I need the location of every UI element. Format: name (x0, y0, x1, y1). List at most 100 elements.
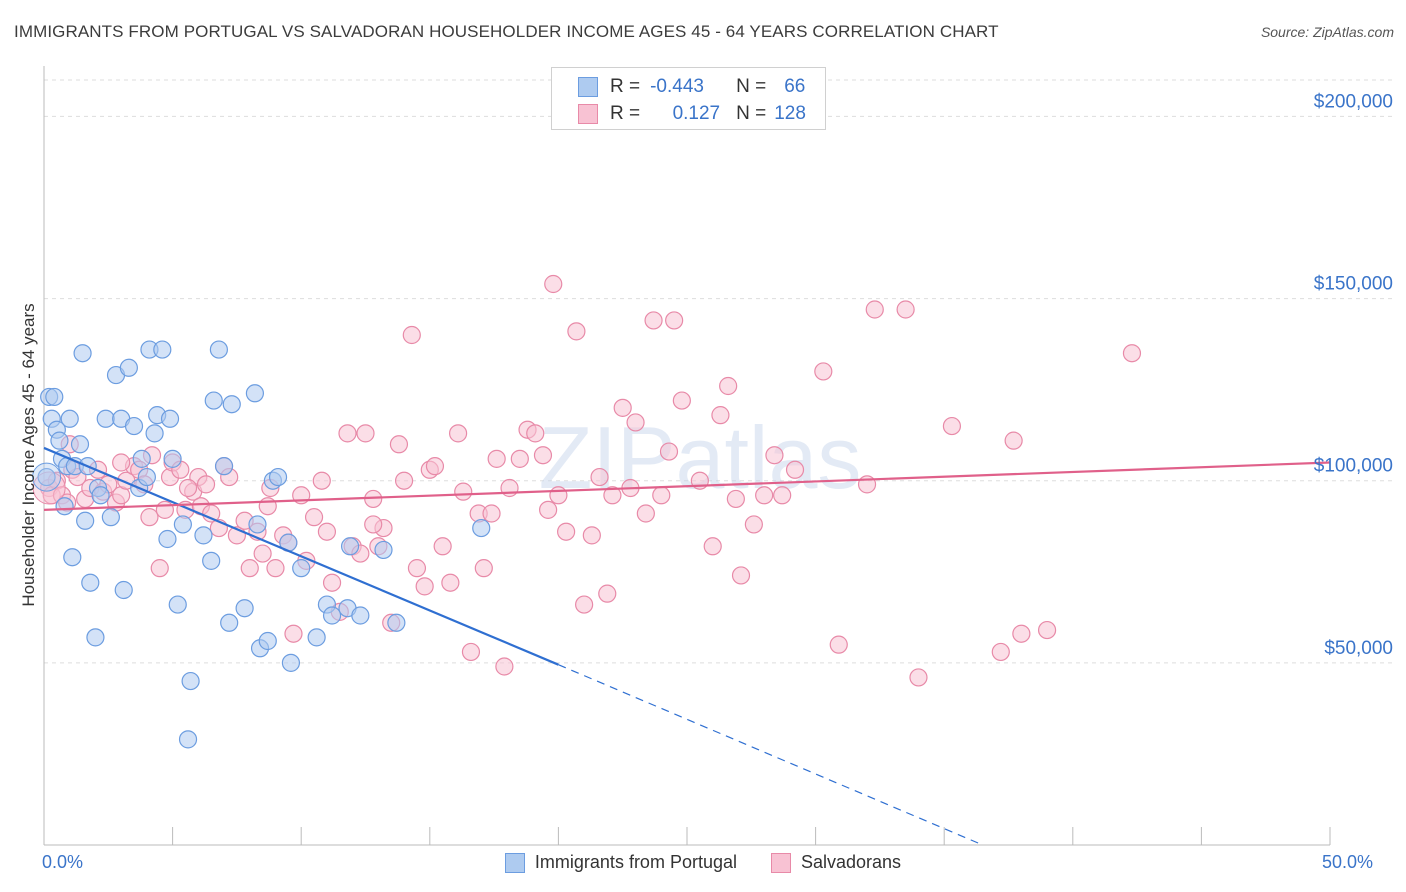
data-point (356, 424, 375, 443)
data-point (235, 599, 254, 618)
data-point (755, 486, 774, 505)
data-point (582, 526, 601, 545)
source-label: Source: ZipAtlas.com (1260, 24, 1394, 40)
bottom-legend-label: Salvadorans (800, 852, 902, 872)
data-point (731, 566, 751, 585)
data-point (204, 391, 223, 410)
data-point (160, 409, 180, 428)
legend-n-label: N = (736, 103, 767, 124)
bottom-legend-label: Immigrants from Portugal (534, 852, 737, 872)
legend-row-salvadorans: R = 0.127 N = 128 (578, 103, 806, 125)
trend-line-extension (558, 664, 984, 846)
data-point (322, 606, 342, 625)
data-point (441, 573, 460, 592)
data-point (652, 486, 671, 505)
data-point (415, 577, 434, 596)
data-point (140, 508, 159, 527)
bottom-legend: Immigrants from Portugal Salvadorans (0, 852, 1406, 873)
data-point (304, 508, 324, 527)
data-point (711, 406, 730, 425)
legend-r-label: R = (610, 76, 641, 97)
data-point (539, 500, 558, 519)
data-point (1122, 344, 1142, 363)
data-point (482, 504, 501, 523)
data-point (50, 431, 69, 450)
data-point (202, 551, 221, 570)
data-point (150, 559, 169, 578)
data-point (387, 613, 406, 632)
data-point (407, 559, 427, 578)
data-point (636, 504, 655, 523)
data-point (567, 322, 586, 341)
data-point (659, 442, 679, 461)
legend-r-label: R = (610, 103, 641, 124)
y-tick-label: $50,000 (1324, 638, 1393, 659)
legend-n-value: 66 (784, 76, 806, 97)
legend-swatch-pink (578, 104, 598, 124)
legend-r-value: -0.443 (650, 76, 704, 97)
y-axis-label: Householder Income Ages 45 - 64 years (19, 303, 38, 606)
data-point (307, 628, 326, 647)
data-point (495, 657, 514, 676)
chart-title: IMMIGRANTS FROM PORTUGAL VS SALVADORAN H… (14, 22, 999, 41)
data-point (991, 642, 1010, 662)
data-point (829, 635, 848, 654)
data-point (137, 467, 156, 487)
legend-n-label: N = (736, 76, 767, 97)
data-point (268, 467, 288, 487)
data-point (703, 537, 722, 556)
trend-lines (43, 446, 1331, 846)
data-point (258, 497, 277, 516)
data-point (101, 508, 120, 527)
data-point-cluster (32, 462, 62, 492)
data-point (526, 424, 545, 443)
data-point (603, 486, 622, 505)
data-point (1004, 431, 1023, 450)
data-point (549, 486, 568, 505)
data-point (60, 409, 79, 428)
data-point (124, 416, 144, 436)
legend-swatch-blue (578, 77, 598, 97)
data-point (258, 631, 277, 651)
data-point (448, 424, 468, 443)
data-point (248, 515, 267, 534)
trend-line-salvadorans (43, 461, 1331, 511)
data-point (114, 580, 133, 600)
data-point (773, 486, 792, 505)
y-tick-label: $100,000 (1314, 456, 1393, 477)
data-point (351, 606, 370, 625)
data-point (253, 544, 272, 563)
data-point (865, 300, 884, 319)
bottom-legend-swatch-pink (770, 852, 791, 873)
data-point (394, 471, 414, 490)
data-point (173, 515, 192, 534)
data-point (942, 416, 962, 436)
data-point (665, 311, 684, 330)
data-point (461, 642, 481, 662)
data-point (81, 573, 100, 592)
data-point (284, 624, 303, 643)
data-point (45, 387, 64, 407)
data-point (575, 595, 594, 614)
data-point (220, 613, 239, 632)
data-point (194, 526, 213, 545)
data-point (487, 449, 506, 468)
data-point (168, 595, 187, 614)
data-point (181, 671, 200, 691)
x-tick-label-max: 50.0% (1322, 852, 1374, 872)
data-point (158, 529, 177, 549)
data-point (322, 573, 342, 592)
legend-r-value: 0.127 (672, 103, 721, 124)
data-point (557, 522, 576, 541)
data-point (73, 344, 92, 363)
data-point (533, 446, 553, 465)
watermark: ZIPatlas (539, 408, 862, 507)
legend-row-immigrants-from-portugal: R = -0.443 N = 66 (578, 76, 805, 98)
data-point (474, 559, 493, 578)
data-point (744, 515, 763, 534)
data-point (338, 424, 357, 443)
data-point (245, 384, 265, 403)
data-point (266, 559, 285, 578)
data-point (719, 376, 738, 396)
